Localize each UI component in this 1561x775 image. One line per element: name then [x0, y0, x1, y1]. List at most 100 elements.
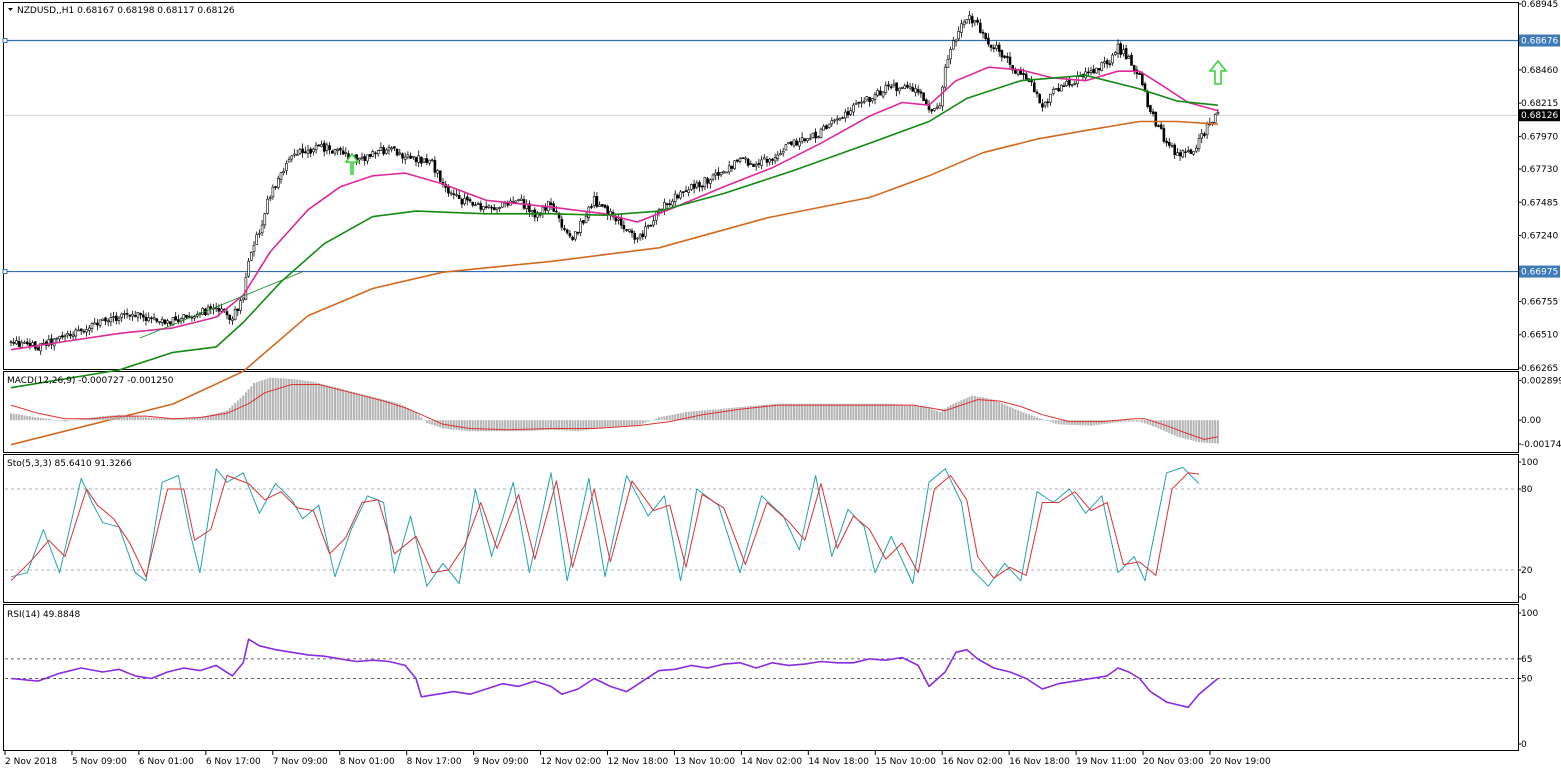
macd-histogram-bar — [207, 415, 210, 421]
macd-histogram-bar — [452, 420, 455, 430]
candle-body — [897, 87, 901, 92]
candle-body — [784, 144, 788, 151]
candle-body — [717, 172, 720, 176]
macd-histogram-bar — [741, 406, 744, 421]
candle-body — [835, 118, 839, 121]
candle-body — [914, 88, 917, 93]
macd-histogram-bar — [909, 405, 912, 421]
macd-histogram-bar — [455, 420, 458, 430]
macd-histogram-bar — [952, 403, 955, 421]
macd-histogram-bar — [150, 417, 153, 421]
macd-histogram-bar — [234, 403, 237, 421]
macd-histogram-bar — [550, 420, 552, 430]
macd-histogram-bar — [358, 393, 361, 421]
rsi-pane[interactable] — [3, 604, 1519, 751]
candle-body — [862, 100, 866, 103]
candle-body — [339, 148, 342, 151]
macd-histogram-bar — [304, 380, 307, 421]
candle-body — [220, 308, 223, 312]
candle-body — [997, 44, 1001, 52]
macd-indicator — [10, 377, 1219, 444]
trend-line[interactable] — [139, 271, 303, 339]
macd-histogram-bar — [1152, 420, 1155, 427]
time-tick-label: 9 Nov 09:00 — [474, 757, 529, 767]
candle-body — [123, 313, 126, 315]
macd-histogram-bar — [331, 386, 334, 421]
macd-histogram-bar — [309, 381, 312, 421]
macd-histogram-bar — [466, 420, 469, 431]
up-arrow-icon[interactable] — [1208, 59, 1228, 85]
macd-histogram-bar — [1017, 410, 1020, 421]
macd-histogram-bar — [628, 420, 631, 427]
stochastic-pane[interactable] — [3, 454, 1519, 603]
macd-histogram-bar — [487, 420, 490, 432]
macd-histogram-bar — [1027, 414, 1030, 421]
candle-body — [317, 144, 321, 147]
macd-histogram-bar — [693, 411, 696, 421]
macd-histogram-bar — [371, 396, 374, 421]
candle-body — [1119, 43, 1122, 55]
moving-average-line — [10, 74, 1218, 389]
candle-body — [528, 203, 531, 212]
candle-body — [679, 191, 682, 199]
candle-body — [1089, 70, 1093, 73]
macd-histogram-bar — [153, 417, 156, 421]
candle-body — [112, 316, 115, 318]
macd-histogram-bar — [363, 394, 366, 421]
candle-body — [514, 200, 518, 203]
macd-pane[interactable] — [3, 371, 1519, 453]
candle-body — [74, 329, 78, 337]
macd-histogram-bar — [253, 383, 255, 421]
macd-histogram-bar — [201, 416, 204, 421]
macd-histogram-bar — [703, 410, 706, 421]
macd-histogram-bar — [768, 404, 771, 421]
rsi-label: RSI(14) 49.8848 — [7, 610, 80, 620]
candle-body — [120, 313, 123, 318]
macd-histogram-bar — [258, 381, 261, 421]
moving-averages — [10, 66, 1219, 446]
level-handle-icon[interactable] — [2, 269, 8, 275]
macd-histogram-bar — [1216, 420, 1219, 444]
macd-histogram-bar — [936, 411, 939, 421]
macd-histogram-bar — [439, 420, 442, 428]
price-tick-label: 0.66510 — [1521, 331, 1558, 341]
candle-body — [965, 19, 969, 24]
level-handle-icon[interactable] — [2, 38, 8, 44]
candle-body — [727, 165, 731, 173]
candle-body — [271, 186, 275, 198]
candle-body — [749, 163, 753, 165]
price-pane[interactable] — [3, 2, 1519, 370]
macd-histogram-bar — [1038, 418, 1041, 421]
macd-histogram-bar — [1095, 420, 1098, 426]
macd-histogram-bar — [77, 419, 80, 421]
macd-histogram-bar — [420, 417, 423, 421]
candle-body — [598, 204, 601, 207]
macd-signal-line — [10, 384, 1218, 440]
candle-body — [420, 156, 423, 164]
macd-histogram-bar — [976, 396, 979, 421]
candle-body — [530, 210, 534, 213]
macd-histogram-bar — [1160, 420, 1163, 430]
macd-histogram-bar — [1149, 420, 1152, 426]
horizontal-levels[interactable]: 0.68676 0.66975 0.68126 — [2, 34, 1560, 278]
macd-histogram-bar — [123, 415, 126, 421]
candle-body — [47, 339, 51, 346]
macd-histogram-bar — [712, 409, 714, 421]
candle-body — [17, 340, 21, 347]
candle-body — [39, 343, 43, 352]
candle-body — [115, 315, 118, 322]
candle-body — [228, 314, 231, 320]
candle-body — [946, 59, 950, 68]
macd-histogram-bar — [760, 405, 763, 421]
macd-histogram-bar — [180, 418, 183, 421]
macd-histogram-bar — [809, 403, 812, 421]
up-arrow-icon[interactable] — [344, 152, 360, 175]
macd-histogram-bar — [668, 415, 671, 421]
macd-histogram-bar — [1092, 420, 1095, 426]
chevron-down-icon[interactable] — [8, 8, 13, 11]
candle-body — [382, 147, 385, 155]
macd-histogram-bar — [339, 388, 342, 421]
candle-body — [71, 334, 75, 337]
